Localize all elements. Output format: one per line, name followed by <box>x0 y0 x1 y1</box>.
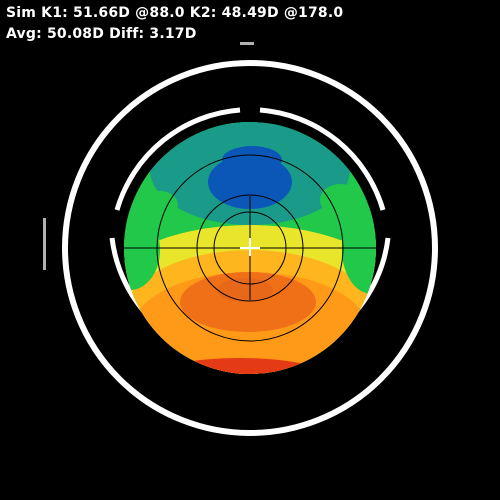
keratometry-readout-line2: Avg: 50.08D Diff: 3.17D <box>6 26 197 42</box>
artefact-top-right <box>240 42 254 45</box>
outer-ring <box>62 60 438 436</box>
inner-ring-right-arc <box>259 107 386 211</box>
keratometry-readout-line1: Sim K1: 51.66D @88.0 K2: 48.49D @178.0 <box>6 5 344 21</box>
inner-ring-left-arc <box>114 107 241 211</box>
artefact-left <box>43 218 46 270</box>
center-crosshair <box>240 238 260 256</box>
